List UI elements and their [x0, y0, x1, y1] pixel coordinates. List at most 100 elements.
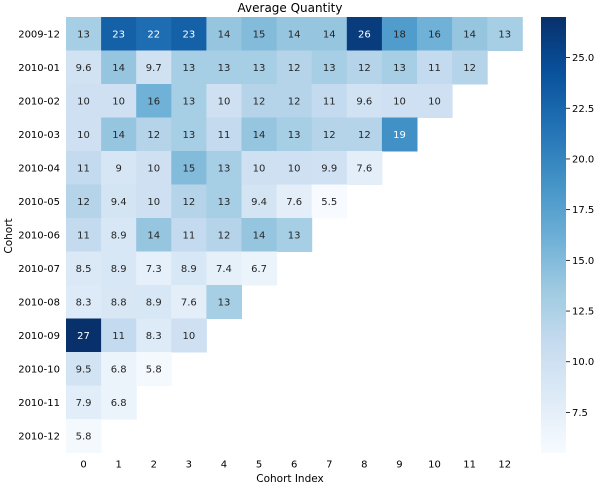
heatmap-cell-value: 13: [77, 29, 90, 40]
heatmap-cell: [241, 117, 278, 152]
heatmap-cell: [171, 251, 207, 286]
heatmap-cell: [101, 84, 137, 118]
heatmap-cell-value: 11: [182, 230, 195, 241]
x-tick-label: 9: [396, 460, 402, 471]
heatmap-cell: [101, 218, 137, 252]
x-tick-label: 6: [291, 460, 297, 471]
heatmap-cell-value: 23: [182, 29, 195, 40]
heatmap-cell: [66, 84, 102, 118]
heatmap-cell: [136, 184, 172, 219]
x-tick-label: 0: [80, 460, 86, 471]
heatmap-cell-value: 8.9: [146, 297, 162, 308]
heatmap-cell-value: 8.9: [111, 230, 127, 241]
heatmap-cell: [241, 218, 278, 252]
heatmap-cell: [206, 117, 242, 152]
chart-title: Average Quantity: [238, 1, 343, 15]
heatmap-cell-value: 16: [147, 96, 160, 107]
heatmap-cell-value: 12: [288, 96, 301, 107]
x-tick-label: 10: [428, 460, 441, 471]
heatmap-cell: [276, 184, 313, 219]
heatmap-cell: [381, 17, 418, 51]
colorbar-tick-label: 12.5: [572, 307, 594, 318]
heatmap-cell-value: 8.8: [111, 297, 127, 308]
y-tick-label: 2010-01: [18, 63, 60, 74]
x-tick-label: 4: [221, 460, 227, 471]
heatmap-cell: [66, 251, 102, 286]
heatmap-cell-value: 9.4: [111, 197, 127, 208]
heatmap-cell: [276, 84, 313, 118]
colorbar-tick-label: 15.0: [572, 256, 594, 267]
heatmap-cell: [311, 84, 348, 118]
heatmap-cell: [276, 50, 313, 85]
y-tick-label: 2010-07: [18, 264, 60, 275]
heatmap-cell: [311, 151, 348, 185]
heatmap-cell: [311, 117, 348, 152]
heatmap-cell-value: 10: [182, 331, 195, 342]
heatmap-cell-value: 16: [428, 29, 441, 40]
x-axis-label: Cohort Index: [256, 473, 324, 485]
x-tick-labels: 0 1 2 3 4 5 6 7 8 9 10 11 12: [80, 460, 511, 471]
heatmap-cell: [101, 17, 137, 51]
colorbar-ticks: 7.5 10.0 12.5 15.0 17.5 20.0 22.5 25.0: [566, 53, 594, 419]
heatmap-cell-value: 15: [182, 163, 195, 174]
heatmap-cell: [136, 251, 172, 286]
heatmap-cell: [206, 285, 242, 319]
heatmap-cell-value: 12: [358, 130, 371, 141]
heatmap-cell: [66, 385, 102, 420]
heatmap-cell-value: 9.9: [321, 163, 337, 174]
heatmap-cell-value: 18: [393, 29, 406, 40]
heatmap-cell: [206, 84, 242, 118]
heatmap-cell-value: 14: [218, 29, 231, 40]
heatmap-cell: [241, 17, 278, 51]
heatmap-cell: [452, 50, 488, 85]
heatmap-cell: [346, 17, 383, 51]
heatmap-cell-value: 27: [77, 331, 90, 342]
colorbar-tick-label: 25.0: [572, 53, 594, 64]
heatmap-cell: [346, 151, 383, 185]
heatmap-cell: [66, 50, 102, 85]
heatmap-cell: [417, 17, 453, 51]
colorbar: [541, 17, 566, 453]
heatmap-cell-value: 12: [288, 63, 301, 74]
x-tick-label: 11: [463, 460, 476, 471]
heatmap-cell-value: 10: [218, 96, 231, 107]
heatmap-cell-value: 6.8: [111, 364, 127, 375]
y-tick-label: 2009-12: [18, 29, 60, 40]
heatmap-cell: [241, 151, 278, 185]
heatmap-cell-value: 13: [182, 96, 195, 107]
y-tick-label: 2010-11: [18, 398, 60, 409]
heatmap-cell: [136, 17, 172, 51]
heatmap-cell-value: 8.3: [146, 331, 162, 342]
heatmap-cell-value: 26: [358, 29, 371, 40]
heatmap-cell: [417, 50, 453, 85]
heatmap-cell-value: 13: [182, 130, 195, 141]
heatmap-cell: [101, 50, 137, 85]
heatmap-cell-value: 11: [77, 163, 90, 174]
heatmap-cell-value: 14: [253, 230, 266, 241]
heatmap-cell: [346, 117, 383, 152]
heatmap-cell: [206, 50, 242, 85]
heatmap-cell: [136, 318, 172, 353]
heatmap-cell: [66, 117, 102, 152]
heatmap-cell-value: 7.6: [181, 297, 197, 308]
heatmap-cell-value: 22: [147, 29, 160, 40]
heatmap-cell-value: 14: [112, 63, 125, 74]
heatmap-cell: [487, 17, 523, 51]
heatmap-cell-value: 14: [112, 130, 125, 141]
heatmap-cell: [101, 251, 137, 286]
heatmap-cells: [66, 17, 523, 453]
heatmap-cell: [101, 151, 137, 185]
heatmap-cell: [66, 318, 102, 353]
heatmap-cell-value: 11: [112, 331, 125, 342]
heatmap-cell-labels: 13 23 22 23 14 15 14 14 26 18 16 14 13 9.6 14 9.7 13 13 13…: [76, 29, 512, 442]
x-tick-label: 1: [115, 460, 121, 471]
heatmap-cell: [417, 84, 453, 118]
heatmap-cell-value: 10: [147, 163, 160, 174]
heatmap-cell: [171, 50, 207, 85]
heatmap-cell-value: 6.8: [111, 398, 127, 409]
heatmap-cell: [66, 419, 102, 453]
heatmap-cell-value: 8.9: [181, 264, 197, 275]
heatmap-cell-value: 7.4: [216, 264, 232, 275]
heatmap-cell: [206, 17, 242, 51]
